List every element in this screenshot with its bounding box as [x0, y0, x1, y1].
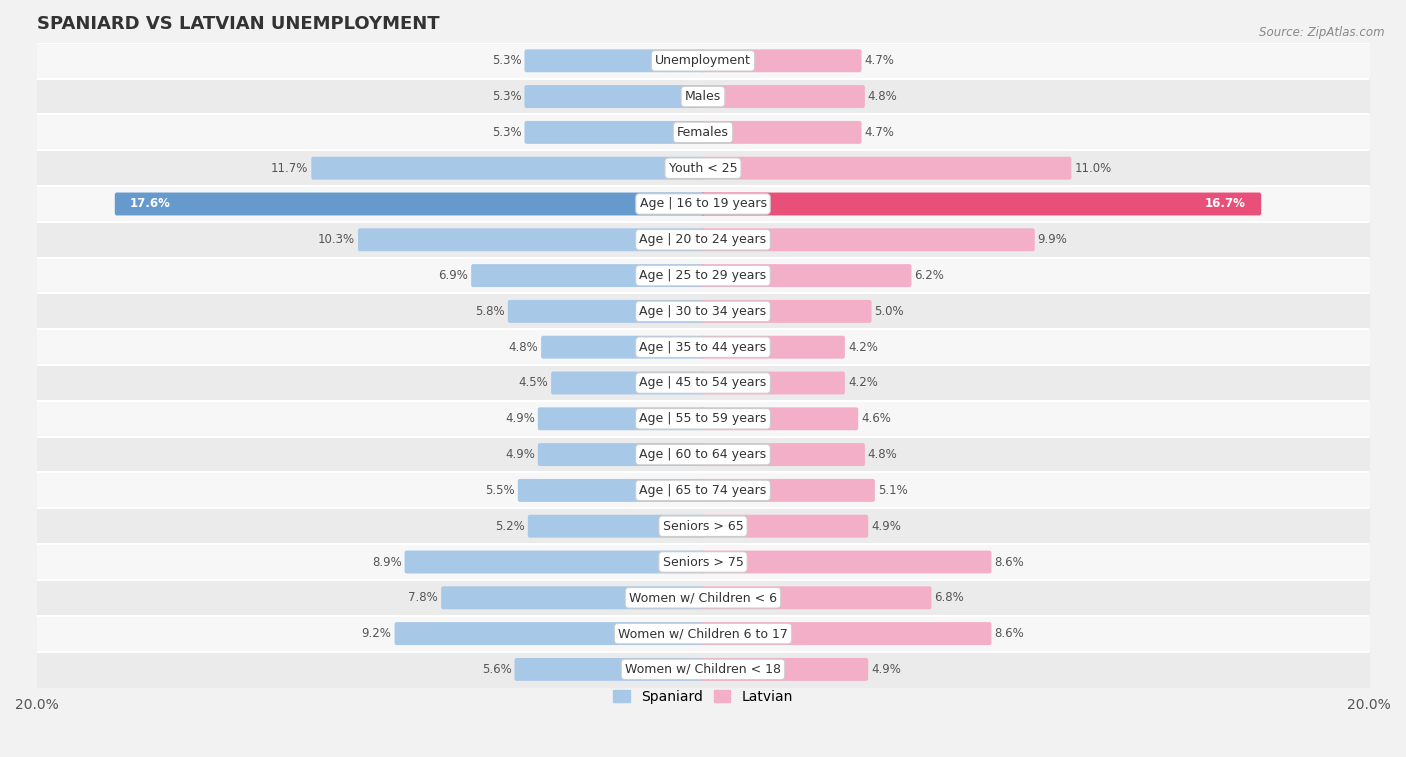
- FancyBboxPatch shape: [702, 85, 865, 108]
- Text: 6.8%: 6.8%: [935, 591, 965, 604]
- FancyBboxPatch shape: [359, 229, 704, 251]
- Text: Youth < 25: Youth < 25: [669, 162, 737, 175]
- FancyBboxPatch shape: [702, 443, 865, 466]
- FancyBboxPatch shape: [517, 479, 704, 502]
- Text: Seniors > 65: Seniors > 65: [662, 520, 744, 533]
- Text: 5.3%: 5.3%: [492, 90, 522, 103]
- FancyBboxPatch shape: [702, 515, 868, 537]
- Text: Age | 60 to 64 years: Age | 60 to 64 years: [640, 448, 766, 461]
- Text: 8.9%: 8.9%: [371, 556, 402, 569]
- Text: 6.2%: 6.2%: [914, 269, 945, 282]
- FancyBboxPatch shape: [311, 157, 704, 179]
- Text: 5.1%: 5.1%: [877, 484, 908, 497]
- FancyBboxPatch shape: [702, 229, 1035, 251]
- FancyBboxPatch shape: [702, 372, 845, 394]
- FancyBboxPatch shape: [702, 49, 862, 72]
- Text: 5.8%: 5.8%: [475, 305, 505, 318]
- Text: Age | 25 to 29 years: Age | 25 to 29 years: [640, 269, 766, 282]
- FancyBboxPatch shape: [395, 622, 704, 645]
- FancyBboxPatch shape: [702, 300, 872, 322]
- Text: Source: ZipAtlas.com: Source: ZipAtlas.com: [1260, 26, 1385, 39]
- Text: 4.2%: 4.2%: [848, 341, 877, 354]
- Text: 11.0%: 11.0%: [1074, 162, 1112, 175]
- Text: Females: Females: [678, 126, 728, 139]
- FancyBboxPatch shape: [702, 336, 845, 359]
- Text: Age | 55 to 59 years: Age | 55 to 59 years: [640, 413, 766, 425]
- FancyBboxPatch shape: [702, 192, 1261, 216]
- Text: 8.6%: 8.6%: [994, 556, 1024, 569]
- Text: 5.2%: 5.2%: [495, 520, 524, 533]
- Text: 5.3%: 5.3%: [492, 126, 522, 139]
- FancyBboxPatch shape: [538, 407, 704, 430]
- Text: Women w/ Children < 6: Women w/ Children < 6: [628, 591, 778, 604]
- FancyBboxPatch shape: [508, 300, 704, 322]
- Text: Age | 65 to 74 years: Age | 65 to 74 years: [640, 484, 766, 497]
- Text: Women w/ Children 6 to 17: Women w/ Children 6 to 17: [619, 627, 787, 640]
- Text: 6.9%: 6.9%: [439, 269, 468, 282]
- FancyBboxPatch shape: [702, 658, 868, 681]
- FancyBboxPatch shape: [405, 550, 704, 574]
- Text: 4.2%: 4.2%: [848, 376, 877, 390]
- Text: 4.7%: 4.7%: [865, 126, 894, 139]
- Text: 11.7%: 11.7%: [271, 162, 308, 175]
- Text: 5.6%: 5.6%: [482, 663, 512, 676]
- FancyBboxPatch shape: [538, 443, 704, 466]
- Text: Unemployment: Unemployment: [655, 55, 751, 67]
- Text: Age | 20 to 24 years: Age | 20 to 24 years: [640, 233, 766, 246]
- FancyBboxPatch shape: [702, 407, 858, 430]
- Text: 4.9%: 4.9%: [505, 413, 534, 425]
- FancyBboxPatch shape: [702, 479, 875, 502]
- Text: Males: Males: [685, 90, 721, 103]
- Text: 5.0%: 5.0%: [875, 305, 904, 318]
- Text: Age | 35 to 44 years: Age | 35 to 44 years: [640, 341, 766, 354]
- FancyBboxPatch shape: [524, 85, 704, 108]
- FancyBboxPatch shape: [551, 372, 704, 394]
- Text: 4.9%: 4.9%: [872, 520, 901, 533]
- FancyBboxPatch shape: [524, 49, 704, 72]
- Text: 4.5%: 4.5%: [519, 376, 548, 390]
- Text: 4.8%: 4.8%: [868, 90, 897, 103]
- Text: 16.7%: 16.7%: [1205, 198, 1246, 210]
- Text: 4.9%: 4.9%: [505, 448, 534, 461]
- Text: 4.6%: 4.6%: [862, 413, 891, 425]
- FancyBboxPatch shape: [441, 587, 704, 609]
- Text: Seniors > 75: Seniors > 75: [662, 556, 744, 569]
- Text: 10.3%: 10.3%: [318, 233, 354, 246]
- FancyBboxPatch shape: [702, 157, 1071, 179]
- Text: SPANIARD VS LATVIAN UNEMPLOYMENT: SPANIARD VS LATVIAN UNEMPLOYMENT: [37, 15, 440, 33]
- Text: 5.5%: 5.5%: [485, 484, 515, 497]
- FancyBboxPatch shape: [115, 192, 704, 216]
- FancyBboxPatch shape: [702, 587, 932, 609]
- FancyBboxPatch shape: [702, 121, 862, 144]
- Text: Age | 30 to 34 years: Age | 30 to 34 years: [640, 305, 766, 318]
- Text: Age | 16 to 19 years: Age | 16 to 19 years: [640, 198, 766, 210]
- FancyBboxPatch shape: [702, 264, 911, 287]
- Text: 5.3%: 5.3%: [492, 55, 522, 67]
- Text: Women w/ Children < 18: Women w/ Children < 18: [626, 663, 780, 676]
- FancyBboxPatch shape: [702, 550, 991, 574]
- Text: 4.9%: 4.9%: [872, 663, 901, 676]
- Text: 8.6%: 8.6%: [994, 627, 1024, 640]
- FancyBboxPatch shape: [524, 121, 704, 144]
- Text: 9.2%: 9.2%: [361, 627, 392, 640]
- Legend: Spaniard, Latvian: Spaniard, Latvian: [607, 684, 799, 709]
- FancyBboxPatch shape: [515, 658, 704, 681]
- FancyBboxPatch shape: [702, 622, 991, 645]
- Text: 9.9%: 9.9%: [1038, 233, 1067, 246]
- FancyBboxPatch shape: [541, 336, 704, 359]
- Text: 4.8%: 4.8%: [509, 341, 538, 354]
- Text: 17.6%: 17.6%: [131, 198, 172, 210]
- FancyBboxPatch shape: [527, 515, 704, 537]
- Text: 4.8%: 4.8%: [868, 448, 897, 461]
- FancyBboxPatch shape: [471, 264, 704, 287]
- Text: 7.8%: 7.8%: [409, 591, 439, 604]
- Text: 4.7%: 4.7%: [865, 55, 894, 67]
- Text: Age | 45 to 54 years: Age | 45 to 54 years: [640, 376, 766, 390]
